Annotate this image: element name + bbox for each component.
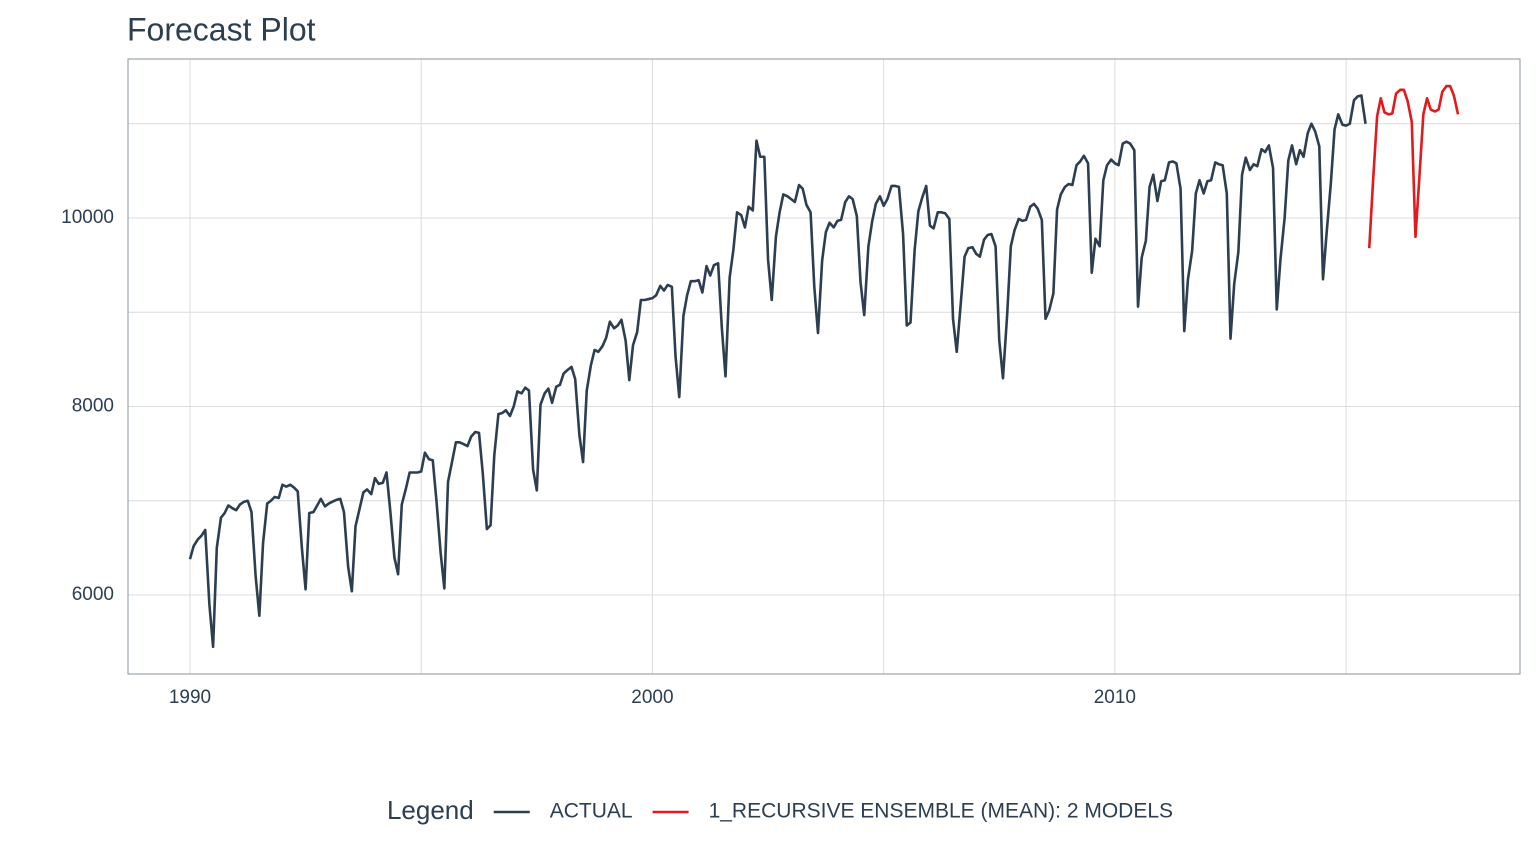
chart-title: Forecast Plot [127, 11, 316, 47]
legend-title: Legend [387, 795, 474, 825]
legend-label: 1_RECURSIVE ENSEMBLE (MEAN): 2 MODELS [709, 800, 1173, 823]
lines [188, 84, 1460, 649]
grid [128, 59, 1520, 674]
y-tick-label: 10000 [61, 207, 114, 228]
y-tick-label: 6000 [72, 584, 114, 605]
x-tick-label: 1990 [169, 687, 211, 708]
series-line [188, 94, 1367, 649]
legend: Legend ACTUAL 1_RECURSIVE ENSEMBLE (MEAN):… [387, 795, 1173, 825]
x-tick-label: 2010 [1094, 687, 1136, 708]
plot-border [127, 58, 1521, 675]
y-tick-label: 8000 [72, 396, 114, 417]
x-tick-label: 2000 [631, 687, 673, 708]
legend-label: ACTUAL [550, 800, 633, 823]
series-line [1367, 84, 1460, 249]
